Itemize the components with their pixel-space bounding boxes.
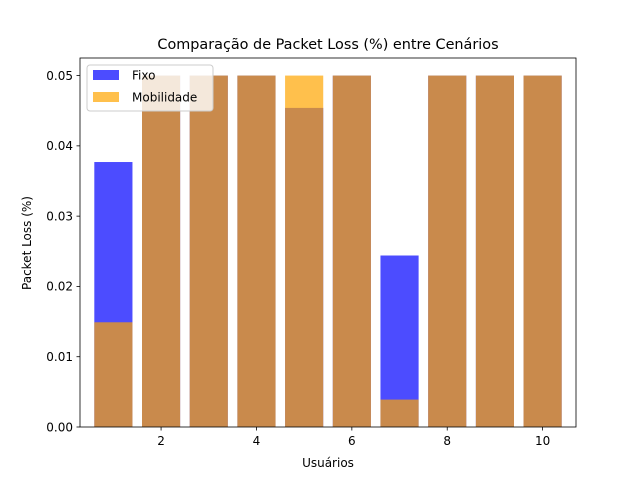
bar-mobilidade-4 bbox=[237, 75, 276, 428]
bar-mobilidade-9 bbox=[475, 75, 514, 428]
y-axis: 0.00 0.01 0.02 0.03 0.04 0.05 bbox=[46, 69, 80, 434]
y-tick-label: 0.03 bbox=[46, 209, 73, 223]
y-tick-label: 0.05 bbox=[46, 69, 73, 83]
y-tick-label: 0.01 bbox=[46, 350, 73, 364]
bar-mobilidade-6 bbox=[332, 75, 371, 428]
plot-frame bbox=[79, 57, 577, 428]
bar-mobilidade-3 bbox=[189, 75, 228, 428]
bar-mobilidade-10 bbox=[523, 75, 562, 428]
y-tick-label: 0.04 bbox=[46, 139, 73, 153]
x-tick-label: 4 bbox=[253, 434, 261, 448]
x-axis: 2 4 6 8 10 bbox=[157, 427, 550, 448]
y-axis-label: Packet Loss (%) bbox=[20, 196, 34, 290]
legend-swatch-fixo bbox=[93, 70, 119, 80]
bar-mobilidade-8 bbox=[428, 75, 467, 428]
legend: Fixo Mobilidade bbox=[86, 64, 214, 112]
y-tick-label: 0.02 bbox=[46, 280, 73, 294]
legend-label-mobilidade: Mobilidade bbox=[132, 91, 197, 105]
legend-swatch-mobilidade bbox=[93, 92, 119, 102]
x-tick-label: 2 bbox=[157, 434, 165, 448]
chart-title: Comparação de Packet Loss (%) entre Cená… bbox=[157, 37, 498, 53]
x-tick-label: 10 bbox=[535, 434, 550, 448]
bar-mobilidade-5 bbox=[285, 75, 324, 428]
x-tick-label: 8 bbox=[443, 434, 451, 448]
bar-mobilidade-2 bbox=[142, 75, 181, 428]
plot-area bbox=[79, 57, 577, 428]
bar-mobilidade-7 bbox=[380, 399, 419, 427]
x-axis-label: Usuários bbox=[302, 456, 354, 470]
bar-mobilidade-1 bbox=[94, 322, 133, 427]
x-tick-label: 6 bbox=[348, 434, 356, 448]
bar-fixo-7 bbox=[380, 255, 419, 427]
y-tick-label: 0.00 bbox=[46, 420, 73, 434]
legend-label-fixo: Fixo bbox=[132, 69, 155, 83]
